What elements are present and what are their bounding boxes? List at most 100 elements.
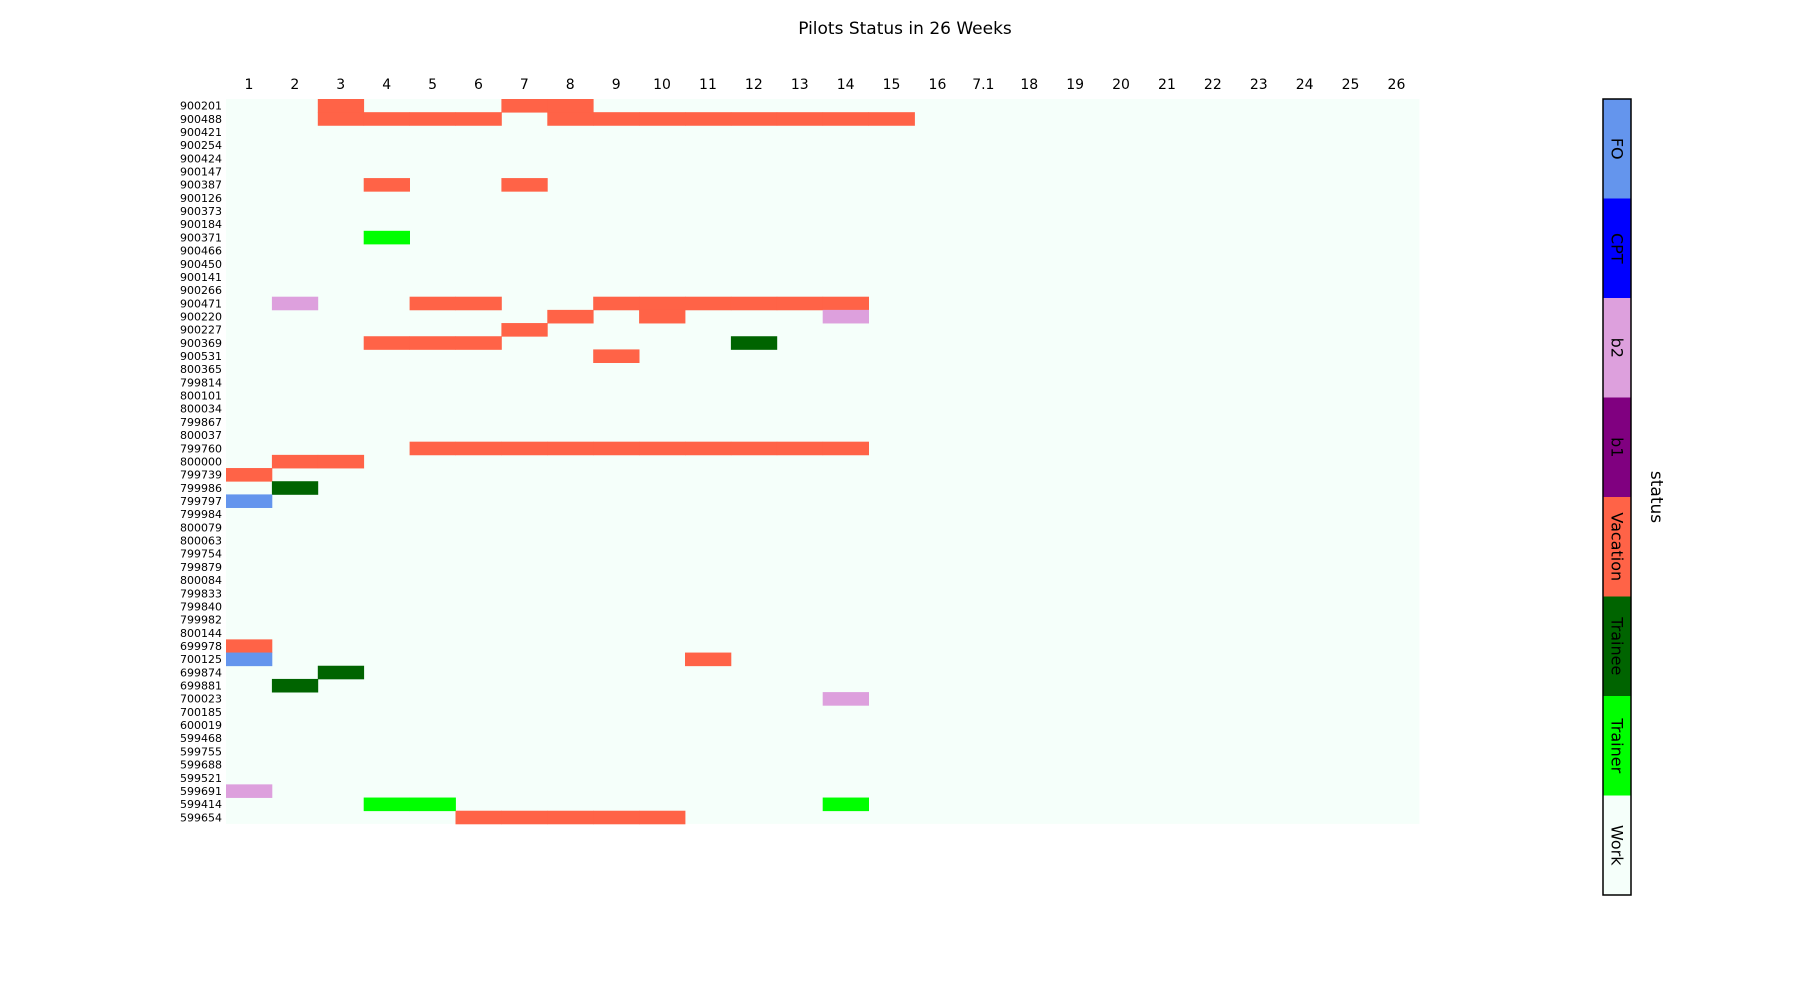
y-tick-label: 799760 <box>180 442 222 455</box>
chart-title: Pilots Status in 26 Weeks <box>798 19 1012 39</box>
colorbar-tick-label: Trainer <box>1608 717 1627 773</box>
x-tick-labels: 1 2 3 4 5 6 7 8 9 10 11 12 13 14 15 16 7.1 18 19 20 21 22 23 24… <box>244 77 1405 93</box>
x-tick-label: 13 <box>791 77 809 93</box>
heatmap-cell <box>409 296 456 311</box>
heatmap-cell <box>501 323 548 337</box>
y-tick-label: 599691 <box>180 785 222 798</box>
heatmap-cell <box>639 112 686 126</box>
heatmap-background <box>226 99 1420 824</box>
x-tick-label: 18 <box>1020 77 1038 93</box>
heatmap-cell <box>226 784 273 798</box>
x-tick-label: 5 <box>428 77 437 93</box>
heatmap-cell <box>501 99 548 113</box>
y-tick-label: 800101 <box>180 390 222 403</box>
heatmap-cell <box>730 336 778 350</box>
x-tick-label: 10 <box>653 77 671 93</box>
x-tick-label: 26 <box>1388 77 1406 93</box>
y-tick-label: 799833 <box>180 587 222 600</box>
x-tick-label: 16 <box>929 77 947 93</box>
x-tick-label: 7 <box>520 77 529 93</box>
y-tick-label: 799982 <box>180 614 222 627</box>
heatmap-cell <box>501 441 548 456</box>
heatmap-cell <box>317 99 365 113</box>
heatmap-cell <box>455 336 502 350</box>
colorbar-segment <box>1603 497 1631 597</box>
colorbar-tick-label: CPT <box>1608 233 1627 264</box>
heatmap-cell <box>226 639 273 653</box>
heatmap-cell <box>730 441 778 456</box>
y-tick-label: 599521 <box>180 772 222 785</box>
heatmap-cell <box>226 652 273 667</box>
heatmap-cell <box>226 494 273 508</box>
colorbar-segment <box>1603 99 1631 199</box>
heatmap-cell <box>317 665 365 680</box>
y-tick-label: 700023 <box>180 693 222 706</box>
x-tick-label: 15 <box>883 77 901 93</box>
y-tick-label: 800079 <box>180 521 222 534</box>
y-tick-label: 900184 <box>180 218 222 231</box>
y-tick-label: 699874 <box>180 666 222 679</box>
x-tick-label: 7.1 <box>972 77 994 93</box>
heatmap-cell <box>317 454 365 469</box>
heatmap-cell <box>685 441 732 456</box>
heatmap-cell <box>363 336 410 350</box>
heatmap-cell <box>593 810 640 825</box>
heatmap-cell <box>593 296 640 311</box>
heatmap-cell <box>317 112 365 126</box>
y-tick-label: 599755 <box>180 745 222 758</box>
heatmap-cell <box>547 309 594 324</box>
heatmap-cell <box>363 112 410 126</box>
heatmap-cell <box>409 112 456 126</box>
x-tick-label: 1 <box>244 77 253 93</box>
y-tick-label: 900201 <box>180 100 222 113</box>
colorbar-tick-label: Trainee <box>1608 616 1627 675</box>
heatmap-cell <box>547 112 594 126</box>
x-tick-label: 20 <box>1112 77 1130 93</box>
y-tick-label: 799879 <box>180 561 222 574</box>
x-tick-label: 6 <box>474 77 483 93</box>
colorbar-segment <box>1603 596 1631 697</box>
heatmap-cell <box>501 810 548 825</box>
heatmap-cell <box>547 810 594 825</box>
heatmap-cell <box>409 441 456 456</box>
y-tick-label: 900254 <box>180 139 222 152</box>
y-tick-label: 800037 <box>180 429 222 442</box>
y-tick-label: 900488 <box>180 113 222 126</box>
colorbar-tick-label: b1 <box>1608 437 1627 457</box>
heatmap-cell <box>730 296 778 311</box>
y-tick-label: 700125 <box>180 653 222 666</box>
y-tick-label: 900369 <box>180 337 222 350</box>
y-tick-label: 799867 <box>180 416 222 429</box>
x-tick-label: 8 <box>566 77 575 93</box>
x-tick-label: 3 <box>336 77 345 93</box>
y-tick-label: 900471 <box>180 297 222 310</box>
y-tick-label: 800144 <box>180 627 222 640</box>
heatmap-cell <box>271 481 319 495</box>
y-tick-label: 900466 <box>180 245 222 258</box>
y-tick-label: 699978 <box>180 640 222 653</box>
heatmap-cell <box>730 112 778 126</box>
y-tick-label: 799754 <box>180 548 222 561</box>
heatmap-cell <box>547 99 594 113</box>
y-tick-label: 900450 <box>180 258 222 271</box>
heatmap-cell <box>593 441 640 456</box>
y-tick-label: 699881 <box>180 680 222 693</box>
heatmap-cell <box>639 296 686 311</box>
heatmap-cell <box>226 468 273 482</box>
heatmap-cell <box>271 454 319 469</box>
heatmap-cell <box>409 797 456 812</box>
y-tick-label: 900373 <box>180 205 222 218</box>
y-tick-labels: 9002019004889004219002549004249001479003… <box>180 100 222 825</box>
heatmap-cell <box>455 112 502 126</box>
y-tick-label: 799984 <box>180 508 222 521</box>
y-tick-label: 900147 <box>180 165 222 178</box>
colorbar-segment <box>1603 795 1631 896</box>
heatmap-cell <box>455 810 502 825</box>
y-tick-label: 900424 <box>180 152 222 165</box>
y-tick-label: 800084 <box>180 574 222 587</box>
heatmap-cell <box>271 678 319 693</box>
y-tick-label: 599414 <box>180 798 222 811</box>
heatmap-cell <box>363 178 410 192</box>
x-tick-label: 4 <box>382 77 391 93</box>
